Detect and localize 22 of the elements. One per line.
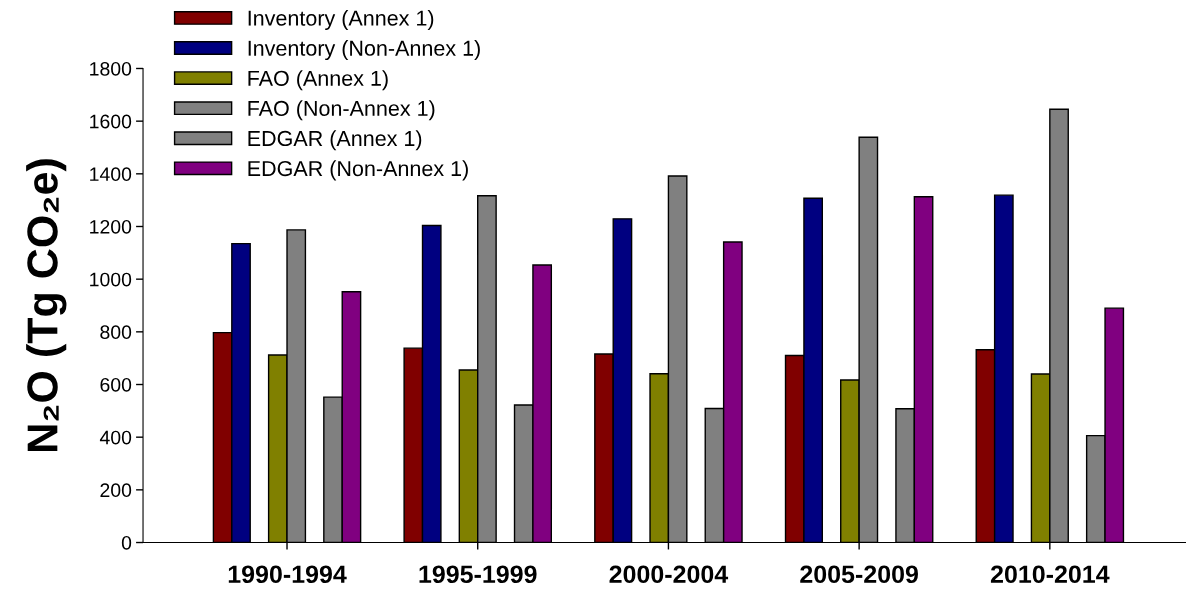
legend-label: Inventory (Annex 1) [248, 9, 434, 31]
y-tick-label: 1800 [90, 61, 132, 76]
y-tick-label: 0 [121, 535, 132, 550]
y-tick-label: 600 [100, 377, 132, 392]
y-axis-title: N₂O (Tg CO₂e) [26, 159, 67, 451]
legend-label: Inventory (Non-Annex 1) [248, 40, 480, 61]
legend-label: EDGAR (Non-Annex 1) [248, 160, 468, 181]
legend-label: EDGAR (Annex 1) [248, 130, 422, 151]
y-tick-label: 1200 [90, 219, 132, 234]
y-tick-label: 800 [100, 325, 132, 340]
y-tick-label: 400 [99, 430, 132, 445]
y-tick-label: 1000 [90, 272, 132, 287]
y-tick-label: 1600 [90, 114, 132, 129]
y-tick-label: 200 [100, 483, 132, 498]
x-tick-label: 2000-2004 [609, 565, 729, 584]
x-tick-label: 2005-2009 [800, 565, 918, 584]
y-tick-label: 1400 [90, 167, 132, 182]
legend-label: FAO (Non-Annex 1) [248, 100, 435, 121]
x-tick-label: 2010-2014 [990, 565, 1110, 584]
legend-label: FAO (Annex 1) [248, 70, 388, 91]
x-tick-label: 1990-1994 [228, 565, 347, 584]
x-tick-label: 1995-1999 [419, 565, 537, 584]
